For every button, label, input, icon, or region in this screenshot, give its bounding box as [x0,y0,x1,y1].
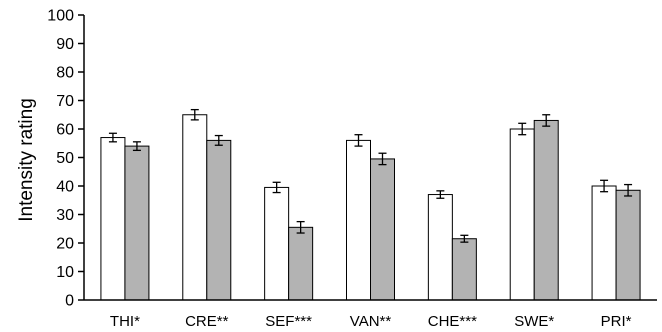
bar-2-0 [124,145,150,301]
x-tick-label-6: PRI* [601,313,632,330]
y-tick-label-80: 80 [56,65,74,82]
bar-2-2 [288,226,314,301]
bar-2-4 [451,238,477,301]
x-tick-label-0: THI* [110,313,140,330]
bar-1-1 [182,114,208,301]
y-tick-label-20: 20 [56,236,74,253]
y-tick-label-10: 10 [56,264,74,281]
bar-2-6 [615,189,641,301]
x-tick-label-4: CHE*** [428,313,477,330]
y-axis-title: Intensity rating [16,98,37,222]
y-tick-label-100: 100 [47,8,74,25]
bar-1-4 [427,194,453,301]
y-tick-label-0: 0 [65,293,74,310]
y-axis-ticks: 0 10 20 30 40 50 60 70 80 90 100 [47,8,84,310]
x-tick-label-2: SEF*** [265,313,312,330]
bar-1-6 [591,185,617,301]
bar-1-0 [100,137,126,301]
bar-2-1 [206,139,232,301]
bar-2-5 [533,119,559,301]
y-tick-label-30: 30 [56,207,74,224]
x-tick-label-3: VAN** [350,313,392,330]
x-axis-labels: THI* CRE** SEF*** VAN** CHE*** SWE* PRI* [110,313,632,330]
y-tick-label-40: 40 [56,179,74,196]
bar-1-2 [264,186,290,301]
error-bars [108,108,633,243]
bar-1-3 [346,139,371,301]
y-tick-label-70: 70 [56,93,74,110]
y-tick-label-50: 50 [56,150,74,167]
x-tick-label-1: CRE** [185,313,229,330]
y-tick-label-90: 90 [56,36,74,53]
bars [100,114,641,301]
x-tick-label-5: SWE* [514,313,554,330]
bar-2-3 [370,158,395,301]
bar-1-5 [509,128,535,301]
y-tick-label-60: 60 [56,122,74,139]
